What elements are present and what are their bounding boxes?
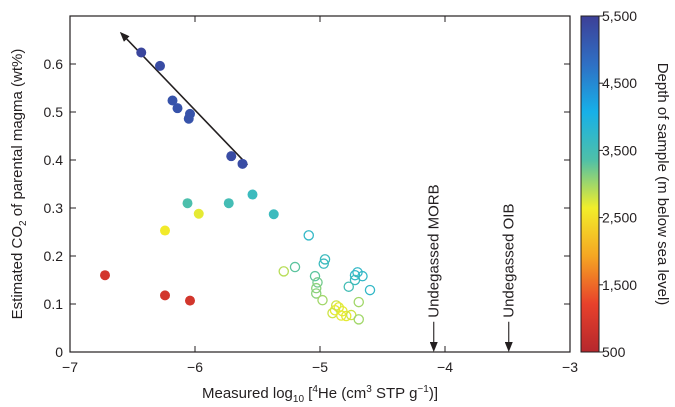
colorbar	[580, 15, 603, 353]
open-point	[319, 254, 331, 265]
y-axis-label: Estimated CO2 of parental magma (wt%)	[9, 49, 29, 320]
colorbar-tick-label: 500	[602, 344, 626, 360]
axis-label-part: 2	[18, 220, 29, 226]
open-point	[318, 258, 329, 269]
open-point	[349, 274, 361, 286]
open-point	[343, 281, 354, 292]
filled-point	[155, 60, 165, 71]
filled-point	[183, 113, 194, 124]
y-tick-label: 0.1	[44, 296, 64, 312]
filled-point	[160, 290, 170, 301]
y-tick-label: 0.5	[44, 104, 64, 120]
open-point	[310, 282, 322, 294]
y-tick-label: 0	[55, 344, 63, 360]
open-point	[353, 296, 364, 308]
x-tick-label: −6	[187, 359, 203, 375]
axis-label-part: 10	[293, 394, 305, 405]
open-point	[309, 270, 321, 282]
filled-point	[172, 103, 183, 114]
filled-point	[247, 189, 258, 200]
axis-label-part: 3	[366, 384, 372, 395]
filled-point	[268, 209, 279, 220]
x-tick-label: −3	[562, 359, 578, 375]
y-tick-label: 0.2	[44, 248, 64, 264]
filled-point	[185, 295, 195, 306]
axis-label-part: Estimated CO	[9, 226, 26, 319]
open-point	[289, 261, 301, 273]
filled-point	[167, 95, 178, 106]
filled-point	[193, 208, 204, 219]
colorbar-tick-label: 2,500	[602, 210, 637, 226]
x-axis-label: Measured log10 [4He (cm3 STP g−1)]	[202, 384, 438, 405]
colorbar-tick-labels: 500 1,500 2,500 3,500 4,500 5,500	[602, 8, 637, 360]
plot-border	[69, 15, 571, 353]
open-point	[353, 314, 364, 325]
annotations: Undegassed MORB Undegassed OIB	[426, 184, 518, 352]
filled-point	[182, 198, 193, 209]
colorbar-fill	[580, 15, 600, 353]
open-point	[329, 304, 341, 316]
open-point	[312, 277, 323, 288]
filled-point	[160, 225, 170, 236]
annotation-label: Undegassed MORB	[426, 184, 443, 317]
filled-point	[237, 158, 248, 169]
open-points	[278, 230, 376, 325]
y-tick-label: 0.6	[44, 56, 64, 72]
filled-point	[100, 270, 110, 281]
open-point	[303, 230, 314, 241]
axis-label-part: [	[304, 385, 313, 402]
colorbar-tick-label: 1,500	[602, 277, 637, 293]
x-tick-label: −4	[437, 359, 453, 375]
filled-point	[223, 198, 234, 209]
axis-label-part: STP g	[372, 385, 418, 402]
axis-label-part: Measured log	[202, 385, 293, 402]
colorbar-tick-label: 3,500	[602, 142, 637, 158]
annotation-label: Undegassed OIB	[501, 204, 518, 318]
open-point	[364, 284, 376, 296]
open-point	[278, 266, 289, 277]
open-point	[349, 269, 361, 281]
colorbar-label: Depth of sample (m below sea level)	[654, 63, 671, 306]
axis-label-part: He (cm	[318, 385, 366, 402]
axis-label-part: −1	[417, 384, 429, 395]
open-point	[317, 294, 328, 306]
open-point	[335, 310, 347, 321]
open-point	[340, 310, 352, 322]
x-tick-label: −7	[62, 359, 78, 375]
y-tick-label: 0.4	[44, 152, 64, 168]
plot-frame	[69, 15, 571, 353]
open-point	[310, 288, 322, 299]
open-point	[327, 307, 338, 319]
x-tick-labels: −7 −6 −5 −4 −3	[62, 359, 578, 375]
x-tick-label: −5	[312, 359, 328, 375]
filled-points	[100, 47, 279, 306]
colorbar-tick-label: 5,500	[602, 8, 637, 24]
axis-ticks	[69, 16, 571, 353]
axis-label-part: of parental magma (wt%)	[9, 49, 26, 221]
filled-point	[226, 151, 237, 162]
axis-label-part: )]	[429, 385, 438, 402]
y-tick-labels: 0 0.1 0.2 0.3 0.4 0.5 0.6	[44, 56, 64, 360]
axis-label-part: 4	[312, 384, 318, 395]
colorbar-tick-label: 4,500	[602, 75, 637, 91]
y-tick-label: 0.3	[44, 200, 64, 216]
filled-point	[136, 47, 147, 58]
